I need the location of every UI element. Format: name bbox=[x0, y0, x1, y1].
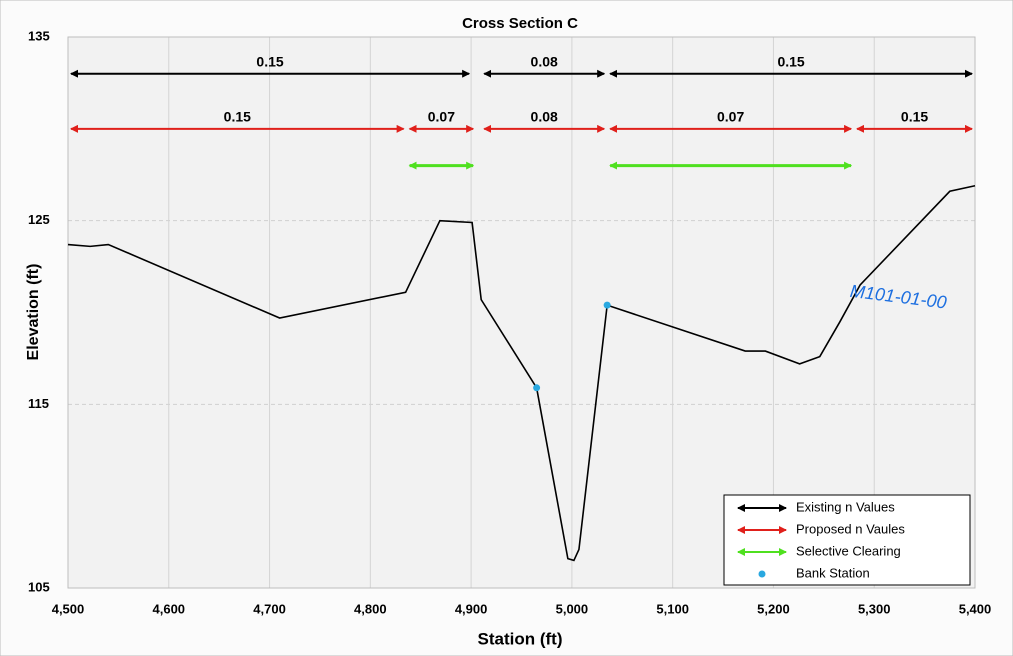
x-tick-label: 4,600 bbox=[153, 601, 186, 616]
legend-label: Existing n Values bbox=[796, 499, 895, 514]
n-value-label: 0.08 bbox=[531, 53, 558, 69]
n-value-label: 0.15 bbox=[777, 53, 804, 69]
y-tick-label: 125 bbox=[28, 212, 50, 227]
y-tick-label: 115 bbox=[28, 396, 49, 411]
legend-label: Bank Station bbox=[796, 565, 870, 580]
ground-profile bbox=[67, 184, 976, 562]
legend-label: Selective Clearing bbox=[796, 543, 901, 558]
n-value-label: 0.15 bbox=[224, 109, 251, 125]
y-axis-label: Elevation (ft) bbox=[25, 264, 42, 361]
x-tick-label: 4,800 bbox=[354, 601, 387, 616]
x-tick-label: 5,000 bbox=[556, 601, 589, 616]
legend-swatch bbox=[758, 570, 766, 578]
n-value-label: 0.15 bbox=[901, 109, 928, 125]
n-value-label: 0.08 bbox=[531, 109, 558, 125]
plot-border bbox=[67, 36, 976, 589]
n-value-label: 0.07 bbox=[717, 109, 744, 125]
x-tick-label: 4,900 bbox=[455, 601, 488, 616]
n-value-label: 0.07 bbox=[428, 109, 455, 125]
x-tick-label: 4,700 bbox=[253, 601, 286, 616]
bank-station bbox=[533, 384, 541, 392]
y-tick-label: 135 bbox=[28, 28, 50, 43]
x-tick-label: 5,200 bbox=[757, 601, 790, 616]
bank-station bbox=[603, 301, 611, 309]
n-value-label: 0.15 bbox=[256, 53, 283, 69]
x-tick-label: 5,100 bbox=[656, 601, 689, 616]
x-tick-label: 4,500 bbox=[52, 601, 85, 616]
x-axis-label: Station (ft) bbox=[478, 629, 563, 648]
x-tick-label: 5,300 bbox=[858, 601, 891, 616]
x-tick-label: 5,400 bbox=[959, 601, 992, 616]
y-tick-label: 105 bbox=[28, 579, 50, 594]
chart-title: Cross Section C bbox=[462, 15, 578, 32]
legend-label: Proposed n Vaules bbox=[796, 521, 905, 536]
